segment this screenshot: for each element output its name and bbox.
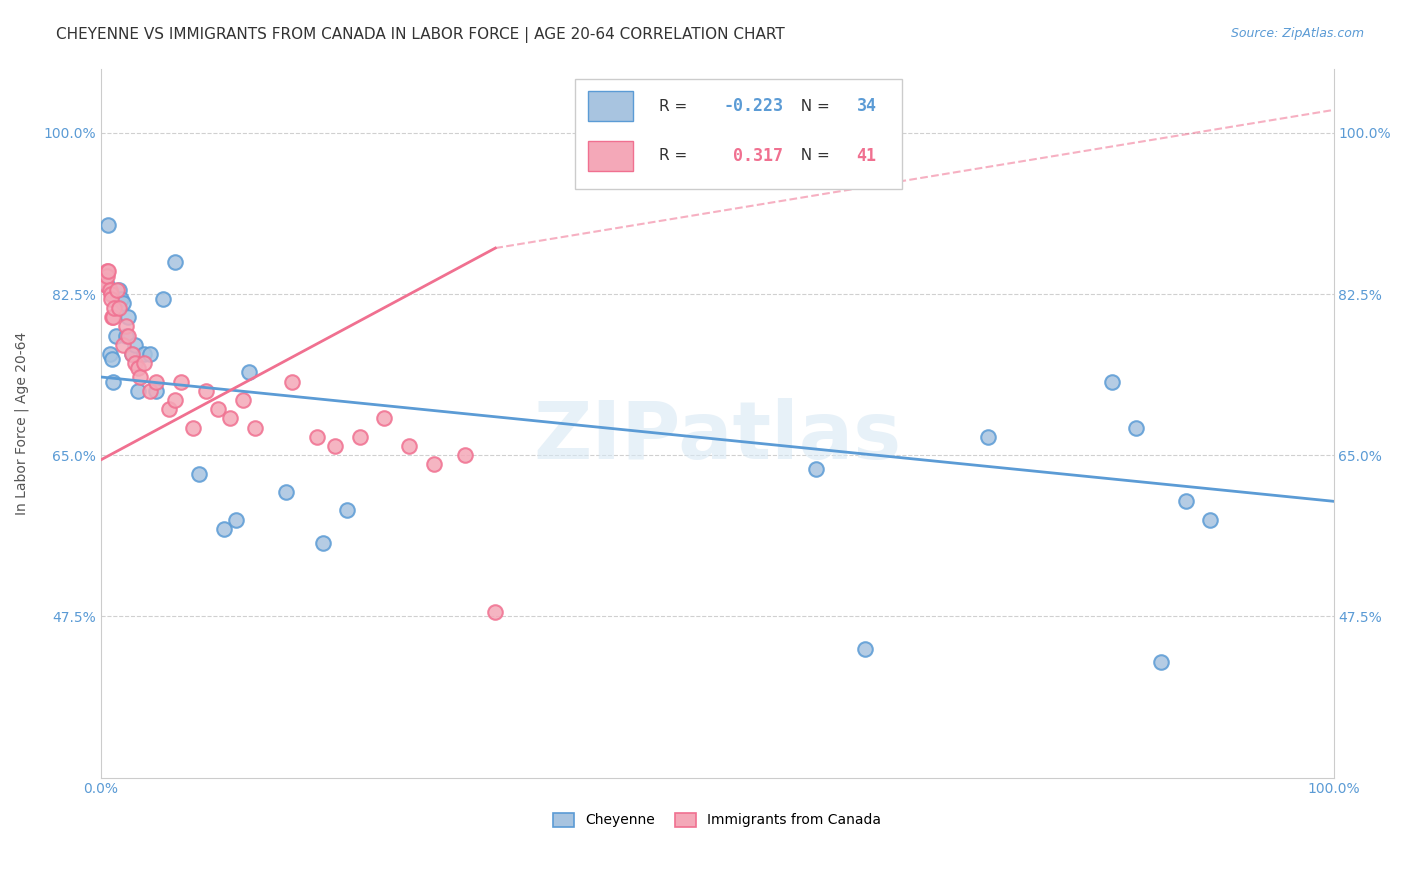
- Point: [110, 292, 132, 306]
- Point: [114, 328, 136, 343]
- Point: [145, 384, 167, 398]
- Point: [96, 264, 118, 278]
- Text: R =: R =: [659, 148, 692, 163]
- Point: [98, 347, 121, 361]
- Point: [484, 605, 506, 619]
- Point: [194, 384, 217, 398]
- Text: N =: N =: [792, 99, 835, 113]
- Point: [305, 430, 328, 444]
- Point: [188, 467, 211, 481]
- Point: [1125, 420, 1147, 434]
- Point: [977, 430, 1000, 444]
- Text: Source: ZipAtlas.com: Source: ZipAtlas.com: [1230, 27, 1364, 40]
- Point: [281, 375, 304, 389]
- FancyBboxPatch shape: [588, 91, 633, 121]
- Point: [103, 375, 125, 389]
- Point: [97, 218, 120, 232]
- Text: ZIPatlas: ZIPatlas: [533, 398, 901, 476]
- Point: [163, 392, 186, 407]
- Point: [243, 420, 266, 434]
- Point: [219, 411, 242, 425]
- Text: -0.223: -0.223: [723, 97, 783, 115]
- Point: [1150, 656, 1173, 670]
- Point: [232, 392, 254, 407]
- Point: [124, 356, 146, 370]
- Point: [152, 292, 174, 306]
- Point: [804, 462, 827, 476]
- Point: [100, 292, 122, 306]
- Point: [212, 522, 235, 536]
- Point: [312, 535, 335, 549]
- Text: 41: 41: [856, 146, 876, 165]
- Point: [117, 310, 139, 325]
- Point: [108, 301, 131, 315]
- Point: [94, 277, 117, 292]
- Point: [96, 268, 118, 283]
- Text: R =: R =: [659, 99, 692, 113]
- Point: [114, 319, 136, 334]
- Point: [127, 384, 149, 398]
- Point: [103, 310, 125, 325]
- Text: N =: N =: [792, 148, 835, 163]
- Text: 34: 34: [856, 97, 876, 115]
- Point: [170, 375, 193, 389]
- Point: [1101, 375, 1123, 389]
- Point: [127, 360, 149, 375]
- Legend: Cheyenne, Immigrants from Canada: Cheyenne, Immigrants from Canada: [546, 805, 889, 834]
- Text: CHEYENNE VS IMMIGRANTS FROM CANADA IN LABOR FORCE | AGE 20-64 CORRELATION CHART: CHEYENNE VS IMMIGRANTS FROM CANADA IN LA…: [56, 27, 785, 43]
- Point: [336, 503, 359, 517]
- Point: [181, 420, 204, 434]
- Point: [117, 328, 139, 343]
- Point: [373, 411, 395, 425]
- Point: [139, 384, 162, 398]
- Point: [238, 365, 260, 379]
- Point: [112, 337, 135, 351]
- Point: [207, 402, 229, 417]
- Point: [121, 347, 143, 361]
- FancyBboxPatch shape: [588, 141, 633, 170]
- Point: [274, 485, 297, 500]
- Point: [105, 283, 128, 297]
- Point: [121, 347, 143, 361]
- Point: [163, 255, 186, 269]
- Point: [100, 287, 122, 301]
- Text: 0.317: 0.317: [723, 146, 783, 165]
- Point: [853, 641, 876, 656]
- Point: [323, 439, 346, 453]
- Point: [349, 430, 371, 444]
- Point: [112, 296, 135, 310]
- Point: [101, 351, 124, 366]
- Point: [104, 328, 127, 343]
- Point: [97, 264, 120, 278]
- Point: [96, 277, 118, 292]
- Point: [101, 310, 124, 325]
- Point: [157, 402, 180, 417]
- Point: [108, 283, 131, 297]
- Point: [422, 458, 444, 472]
- Point: [98, 283, 121, 297]
- Point: [225, 513, 247, 527]
- Point: [103, 301, 125, 315]
- Point: [93, 273, 115, 287]
- Point: [398, 439, 420, 453]
- FancyBboxPatch shape: [575, 79, 903, 189]
- Point: [129, 370, 152, 384]
- Point: [1199, 513, 1222, 527]
- Point: [124, 337, 146, 351]
- Point: [139, 347, 162, 361]
- Point: [453, 448, 475, 462]
- Point: [132, 347, 155, 361]
- Point: [1174, 494, 1197, 508]
- Point: [145, 375, 167, 389]
- Y-axis label: In Labor Force | Age 20-64: In Labor Force | Age 20-64: [15, 332, 30, 515]
- Point: [132, 356, 155, 370]
